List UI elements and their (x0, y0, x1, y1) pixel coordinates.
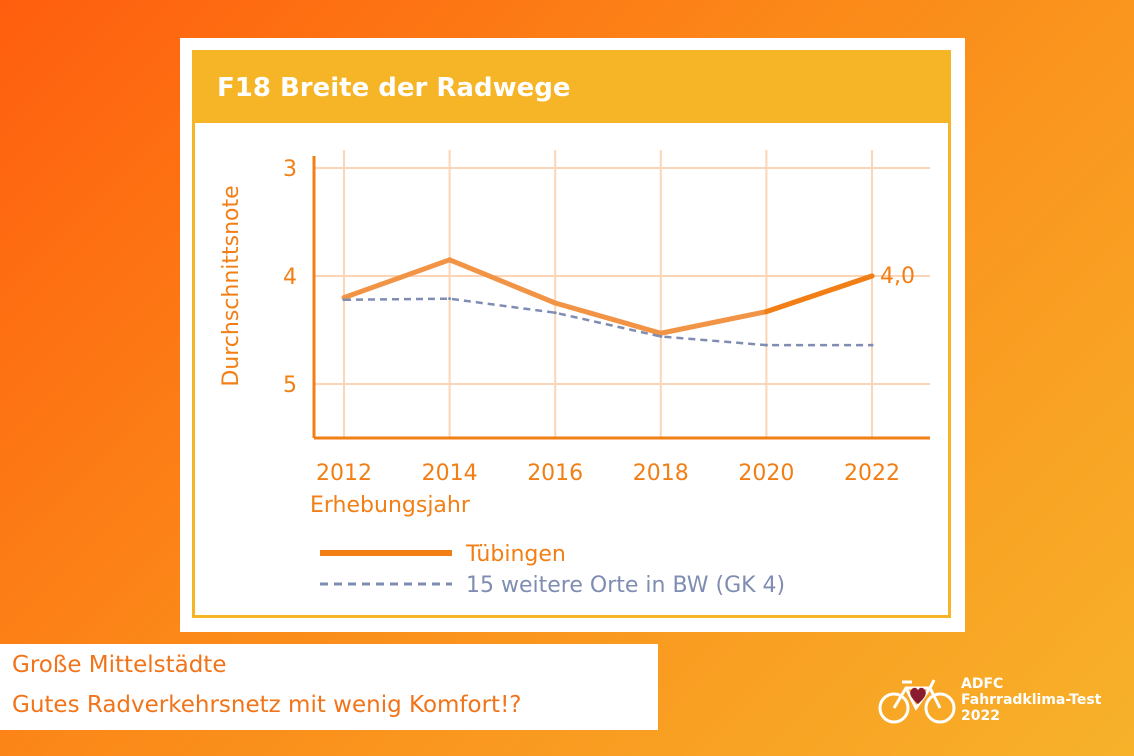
logo-line-org: ADFC (961, 676, 1004, 692)
caption-heading: Große Mittelstädte (12, 652, 227, 678)
y-tick-label: 4 (283, 265, 297, 290)
x-tick-label: 2014 (422, 461, 478, 486)
x-axis-title: Erhebungsjahr (310, 493, 471, 518)
line-chart: 3 4 5 2012 2014 2016 2018 2020 2022 Erhebungsjahr… (219, 150, 930, 598)
x-tick-label: 2020 (738, 461, 794, 486)
caption-subheading: Gutes Radverkehrsnetz mit wenig Komfort!… (12, 692, 522, 718)
series-line-1 (343, 297, 872, 347)
legend-label-1: 15 weitere Orte in BW (GK 4) (466, 573, 785, 598)
chart-frame: F18 Breite der Radwege (192, 50, 951, 618)
legend-label-0: Tübingen (465, 542, 566, 567)
data-point (764, 343, 768, 347)
x-tick-label: 2012 (316, 461, 372, 486)
data-point (448, 297, 452, 301)
x-tick-label: 2018 (633, 461, 689, 486)
y-axis-title: Durchschnittsnote (219, 185, 244, 386)
y-tick-label: 5 (283, 373, 297, 398)
x-tick-label: 2022 (844, 461, 900, 486)
chart-card: F18 Breite der Radwege 3 4 5 2012 2014 2016 20… (180, 38, 965, 632)
logo-line-year: 2022 (961, 708, 1000, 724)
bicycle-heart-icon (878, 679, 956, 724)
logo-text: ADFC Fahrradklima-Test 2022 (961, 676, 1101, 724)
chart-title: F18 Breite der Radwege (195, 53, 948, 123)
data-label: 4,0 (880, 264, 915, 289)
data-point (553, 311, 557, 315)
data-point (447, 257, 453, 263)
x-tick-label: 2016 (527, 461, 583, 486)
series-line-0 (343, 257, 873, 336)
data-point (870, 343, 874, 347)
data-point (658, 330, 664, 336)
data-point (342, 298, 346, 302)
logo-line-name: Fahrradklima-Test (961, 692, 1102, 708)
adfc-logo: ADFC Fahrradklima-Test 2022 (878, 674, 1118, 734)
data-point (659, 334, 663, 338)
y-tick-label: 3 (283, 157, 297, 182)
caption-box: Große Mittelstädte Gutes Radverkehrsnetz… (0, 644, 658, 730)
series-line-highlight (763, 273, 875, 315)
data-point (552, 300, 558, 306)
